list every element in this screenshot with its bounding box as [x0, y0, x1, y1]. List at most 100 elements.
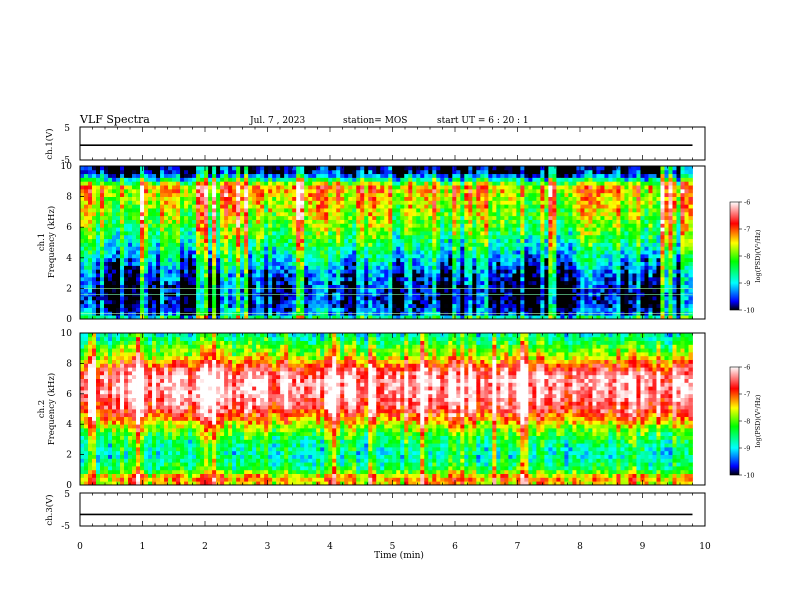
spectrogram-cell [540, 269, 545, 274]
spectrogram-cell [212, 246, 217, 251]
spectrogram-cell [404, 273, 409, 278]
spectrogram-cell [332, 181, 337, 186]
spectrogram-cell [128, 284, 133, 289]
spectrogram-cell [480, 200, 485, 205]
spectrogram-cell [96, 238, 101, 243]
spectrogram-cell [512, 284, 517, 289]
spectrogram-cell [356, 166, 361, 171]
spectrogram-cell [480, 166, 485, 171]
spectrogram-cell [252, 280, 257, 285]
spectrogram-cell [240, 204, 245, 209]
spectrogram-cell [84, 288, 89, 293]
spectrogram-cell [144, 261, 149, 266]
spectrogram-cell [420, 200, 425, 205]
spectrogram-cell [296, 250, 301, 255]
spectrogram-cell [316, 273, 321, 278]
spectrogram-cell [284, 196, 289, 201]
spectrogram-cell [472, 185, 477, 190]
spectrogram-cell [420, 280, 425, 285]
spectrogram-cell [260, 242, 265, 247]
spectrogram-cell [268, 181, 273, 186]
spectrogram-cell [220, 192, 225, 197]
spectrogram-cell [208, 204, 213, 209]
spectrogram-cell [112, 166, 117, 171]
spectrogram-cell [200, 231, 205, 236]
spectrogram-cell [84, 261, 89, 266]
spectrogram-cell [540, 169, 545, 175]
spectrogram-cell [204, 257, 209, 263]
spectrogram-cell [512, 269, 517, 274]
spectrogram-cell [524, 246, 529, 251]
spectrogram-cell [440, 246, 445, 251]
spectrogram-cell [248, 265, 253, 270]
spectrogram-cell [340, 173, 345, 178]
spectrogram-cell [164, 261, 169, 266]
spectrogram-cell [504, 250, 509, 255]
spectrogram-cell [88, 276, 93, 282]
spectrogram-cell [304, 215, 309, 220]
spectrogram-cell [368, 242, 373, 247]
spectrogram-cell [436, 185, 441, 190]
spectrogram-cell [204, 169, 209, 175]
spectrogram-cell [520, 242, 525, 247]
spectrogram-cell [84, 257, 89, 263]
spectrogram-cell [284, 215, 289, 220]
spectrogram-cell [528, 261, 533, 266]
spectrogram-cell [152, 169, 157, 175]
spectrogram-cell [428, 181, 433, 186]
spectrogram-cell [276, 196, 281, 201]
spectrogram-cell [416, 188, 421, 194]
spectrogram-cell [160, 261, 165, 266]
spectrogram-cell [316, 196, 321, 201]
spectrogram-cell [404, 231, 409, 236]
spectrogram-cell [256, 192, 261, 197]
spectrogram-cell [476, 284, 481, 289]
spectrogram-cell [84, 192, 89, 197]
spectrogram-cell [96, 192, 101, 197]
spectrogram-cell [512, 315, 517, 320]
spectrogram-cell [348, 250, 353, 255]
spectrogram-cell [160, 265, 165, 270]
spectrogram-cell [200, 200, 205, 205]
spectrogram-cell [308, 288, 313, 293]
spectrogram-cell [280, 303, 285, 308]
spectrogram-cell [440, 299, 445, 305]
spectrogram-cell [236, 223, 241, 228]
spectrogram-cell [104, 211, 109, 217]
spectrogram-cell [516, 261, 521, 266]
spectrogram-cell [200, 261, 205, 266]
spectrogram-cell [252, 173, 257, 178]
spectrogram-cell [272, 231, 277, 236]
spectrogram-cell [324, 231, 329, 236]
spectrogram-cell [84, 173, 89, 178]
spectrogram-cell [432, 299, 437, 305]
spectrogram-cell [332, 192, 337, 197]
spectrogram-cell [148, 185, 153, 190]
spectrogram-cell [532, 192, 537, 197]
spectrogram-cell [256, 284, 261, 289]
spectrogram-cell [168, 299, 173, 305]
spectrogram-cell [448, 200, 453, 205]
spectrogram-cell [120, 219, 125, 224]
spectrogram-cell [96, 166, 101, 171]
spectrogram-cell [116, 215, 121, 220]
spectrogram-cell [104, 192, 109, 197]
spectrogram-cell [400, 223, 405, 228]
spectrogram-cell [312, 273, 317, 278]
spectrogram-cell [556, 296, 561, 301]
spectrogram-cell [288, 181, 293, 186]
spectrogram-cell [168, 234, 173, 240]
spectrogram-cell [424, 280, 429, 285]
spectrogram-cell [532, 169, 537, 175]
spectrogram-cell [104, 253, 109, 259]
spectrogram-cell [260, 261, 265, 266]
spectrogram-cell [416, 246, 421, 251]
spectrogram-cell [436, 204, 441, 209]
spectrogram-cell [164, 169, 169, 175]
spectrogram-cell [152, 234, 157, 240]
spectrogram-cell [384, 276, 389, 282]
spectrogram-cell [308, 246, 313, 251]
spectrogram-cell [464, 303, 469, 308]
spectrogram-cell [172, 169, 177, 175]
spectrogram-cell [232, 276, 237, 282]
